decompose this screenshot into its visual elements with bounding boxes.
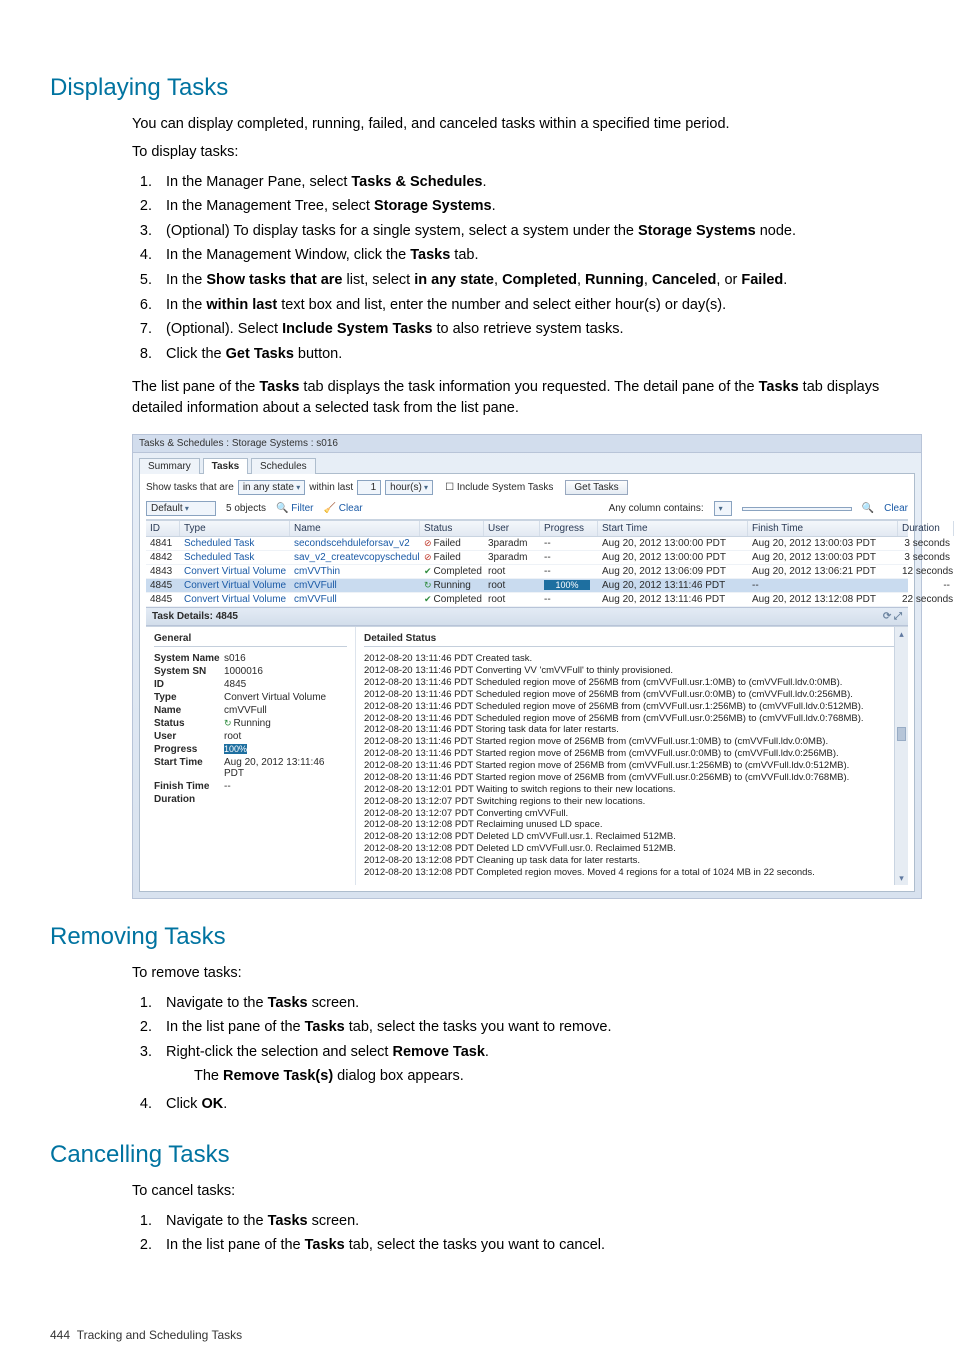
scroll-thumb[interactable] [897, 727, 906, 741]
step-2: In the Management Tree, select Storage S… [156, 194, 904, 219]
cancel-intro: To cancel tasks: [132, 1181, 904, 1203]
include-system-checkbox[interactable]: ☐ Include System Tasks [445, 482, 553, 493]
column-dropdown[interactable] [714, 501, 732, 516]
step-8: Click the Get Tasks button. [156, 342, 904, 367]
table-header: IDTypeNameStatusUserProgressStart TimeFi… [146, 520, 908, 537]
unit-dropdown[interactable]: hour(s) [385, 480, 433, 495]
state-dropdown[interactable]: in any state [238, 480, 305, 495]
table-row[interactable]: 4845Convert Virtual VolumecmVVFullComple… [146, 593, 908, 607]
general-heading: General [154, 633, 347, 647]
within-number-input[interactable]: 1 [357, 480, 381, 495]
remove-intro: To remove tasks: [132, 963, 904, 985]
label-within: within last [309, 482, 353, 493]
remove-step-3: Right-click the selection and select Rem… [156, 1040, 904, 1088]
steps-display: In the Manager Pane, select Tasks & Sche… [156, 170, 904, 367]
step-1: In the Manager Pane, select Tasks & Sche… [156, 170, 904, 195]
intro-p2: To display tasks: [132, 142, 904, 164]
tab-schedules[interactable]: Schedules [251, 458, 316, 474]
clear-search-link[interactable]: Clear [884, 503, 908, 514]
search-icon[interactable]: 🔍 [862, 503, 874, 514]
remove-step-2: In the list pane of the Tasks tab, selec… [156, 1015, 904, 1040]
step-4: In the Management Window, click the Task… [156, 243, 904, 268]
step-5: In the Show tasks that are list, select … [156, 268, 904, 293]
task-details-header: Task Details: 4845 ⟳ ⤢ [146, 607, 908, 626]
general-kv: System Names016 System SN1000016 ID4845 … [154, 653, 347, 805]
heading-displaying: Displaying Tasks [50, 74, 904, 102]
detailed-status-heading: Detailed Status [364, 633, 900, 647]
after-steps: The list pane of the Tasks tab displays … [132, 377, 904, 421]
table-row[interactable]: 4841Scheduled Tasksecondscehduleforsav_v… [146, 537, 908, 551]
search-input[interactable] [742, 507, 852, 511]
table-row[interactable]: 4845Convert Virtual VolumecmVVFullRunnin… [146, 579, 908, 593]
table-row[interactable]: 4842Scheduled Tasksav_v2_createvcopysche… [146, 551, 908, 565]
remove-step-1: Navigate to the Tasks screen. [156, 991, 904, 1016]
any-column-label: Any column contains: [609, 503, 704, 514]
remove-step-3-note: The Remove Task(s) dialog box appears. [194, 1066, 904, 1088]
get-tasks-button[interactable]: Get Tasks [565, 480, 627, 495]
tab-tasks[interactable]: Tasks [203, 458, 249, 474]
intro-p1: You can display completed, running, fail… [132, 114, 904, 136]
step-3: (Optional) To display tasks for a single… [156, 219, 904, 244]
scroll-down-icon[interactable]: ▾ [895, 871, 908, 885]
scrollbar[interactable]: ▴ ▾ [894, 627, 908, 885]
tasks-screenshot: Tasks & Schedules : Storage Systems : s0… [132, 434, 922, 899]
object-count: 5 objects [226, 503, 266, 514]
table-body: 4841Scheduled Tasksecondscehduleforsav_v… [146, 537, 908, 607]
heading-removing: Removing Tasks [50, 923, 904, 951]
filter-link[interactable]: 🔍 Filter [276, 503, 313, 514]
page-footer: 444 Tracking and Scheduling Tasks [50, 1328, 904, 1342]
cancel-step-2: In the list pane of the Tasks tab, selec… [156, 1233, 904, 1258]
steps-cancel: Navigate to the Tasks screen. In the lis… [156, 1209, 904, 1258]
scroll-up-icon[interactable]: ▴ [895, 627, 908, 641]
view-dropdown[interactable]: Default [146, 501, 216, 516]
table-row[interactable]: 4843Convert Virtual VolumecmVVThinComple… [146, 565, 908, 579]
tab-summary[interactable]: Summary [139, 458, 200, 474]
remove-step-4: Click OK. [156, 1092, 904, 1117]
clear-filter-link[interactable]: 🧹 Clear [324, 503, 363, 514]
cancel-step-1: Navigate to the Tasks screen. [156, 1209, 904, 1234]
details-icons[interactable]: ⟳ ⤢ [883, 611, 902, 622]
log-output: 2012-08-20 13:11:46 PDT Created task.201… [364, 653, 900, 879]
heading-cancelling: Cancelling Tasks [50, 1141, 904, 1169]
step-7: (Optional). Select Include System Tasks … [156, 317, 904, 342]
step-6: In the within last text box and list, en… [156, 293, 904, 318]
label-show-tasks: Show tasks that are [146, 482, 234, 493]
window-title: Tasks & Schedules : Storage Systems : s0… [133, 435, 921, 453]
steps-remove: Navigate to the Tasks screen. In the lis… [156, 991, 904, 1117]
